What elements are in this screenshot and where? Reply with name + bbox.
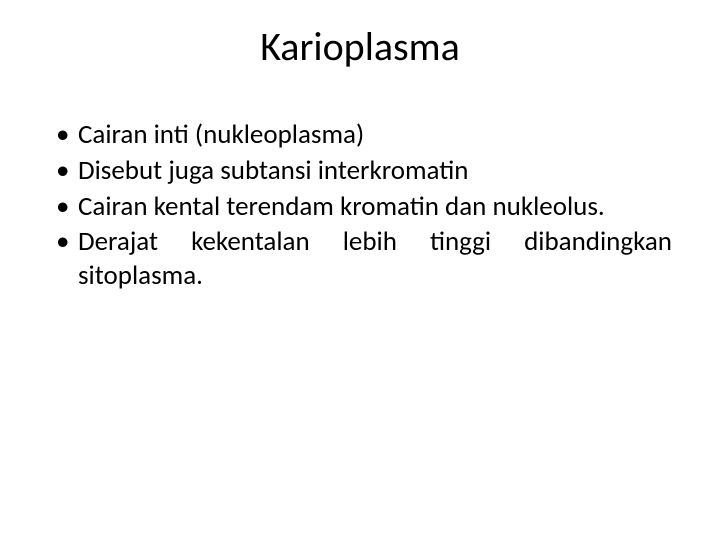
slide-title: Karioplasma: [0, 22, 720, 71]
list-item: Disebut juga subtansi interkromatin: [54, 154, 672, 188]
slide: Karioplasma Cairan inti (nukleoplasma) D…: [0, 0, 720, 540]
list-item: Cairan inti (nukleoplasma): [54, 118, 672, 152]
bullet-text: Disebut juga subtansi interkromatin: [78, 154, 468, 187]
slide-body: Cairan inti (nukleoplasma) Disebut juga …: [54, 118, 672, 295]
bullet-list: Cairan inti (nukleoplasma) Disebut juga …: [54, 118, 672, 293]
bullet-text: Derajat kekentalan lebih tinggi dibandin…: [78, 225, 672, 292]
list-item: Derajat kekentalan lebih tinggi dibandin…: [54, 225, 672, 293]
bullet-text: Cairan kental terendam kromatin dan nukl…: [78, 190, 605, 223]
list-item: Cairan kental terendam kromatin dan nukl…: [54, 190, 672, 224]
bullet-text: Cairan inti (nukleoplasma): [78, 118, 364, 151]
